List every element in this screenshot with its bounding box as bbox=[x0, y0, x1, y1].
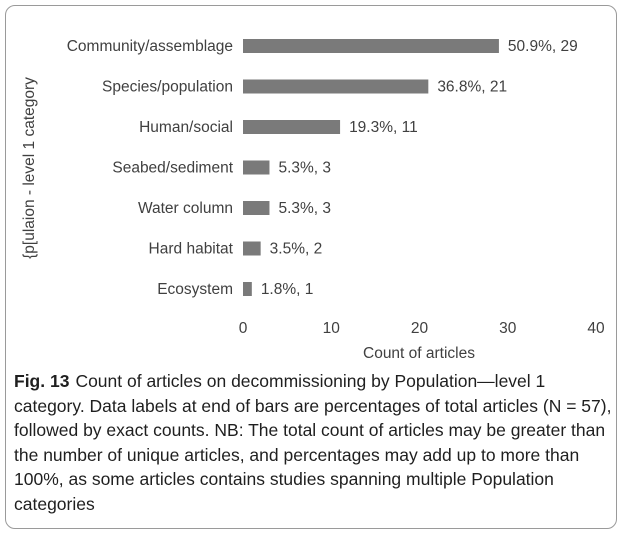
x-tick-label: 20 bbox=[411, 320, 429, 337]
x-tick-label: 40 bbox=[587, 320, 605, 337]
category-label: Species/population bbox=[102, 79, 233, 96]
x-axis-title: Count of articles bbox=[363, 345, 475, 362]
data-label: 50.9%, 29 bbox=[508, 38, 578, 55]
caption-text: Count of articles on decommissioning by … bbox=[14, 371, 612, 514]
data-label: 19.3%, 11 bbox=[349, 119, 418, 136]
bar-community-assemblage bbox=[243, 39, 499, 53]
data-label: 1.8%, 1 bbox=[261, 281, 314, 298]
category-label: Human/social bbox=[139, 119, 233, 136]
data-label: 5.3%, 3 bbox=[278, 200, 331, 217]
caption-label: Fig. 13 bbox=[14, 371, 70, 391]
data-label: 3.5%, 2 bbox=[270, 241, 323, 258]
x-tick-label: 10 bbox=[323, 320, 341, 337]
category-label: Community/assemblage bbox=[67, 38, 233, 55]
bar-hard-habitat bbox=[243, 241, 261, 256]
x-tick-label: 0 bbox=[239, 320, 248, 337]
bar-species-population bbox=[243, 79, 429, 94]
category-label: Ecosystem bbox=[157, 281, 233, 298]
bar-ecosystem bbox=[243, 282, 252, 296]
category-label: Seabed/sediment bbox=[112, 160, 233, 177]
bar-chart: Community/assemblage 50.9%, 29 Species/pop… bbox=[21, 38, 605, 362]
bar-human-social bbox=[243, 120, 341, 134]
category-label: Water column bbox=[138, 200, 233, 217]
figure-caption: Fig. 13 Count of articles on decommission… bbox=[14, 369, 612, 516]
y-axis-title: {p[ulaion - level 1 category bbox=[21, 77, 38, 259]
category-label: Hard habitat bbox=[149, 241, 234, 258]
bar-water-column bbox=[243, 201, 270, 215]
data-label: 5.3%, 3 bbox=[278, 160, 331, 177]
data-label: 36.8%, 21 bbox=[437, 79, 507, 96]
bar-seabed-sediment bbox=[243, 160, 270, 175]
x-tick-label: 30 bbox=[499, 320, 517, 337]
